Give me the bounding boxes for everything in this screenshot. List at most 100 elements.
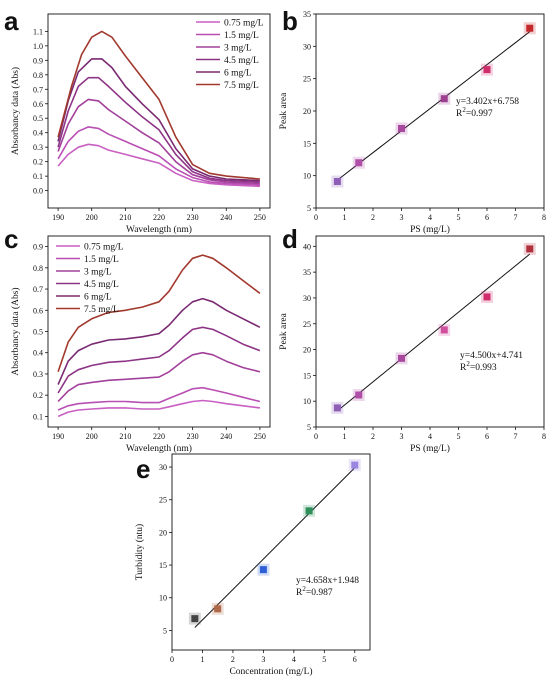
y-tick-label: 25 [303,320,311,329]
x-tick-label: 0 [314,432,318,441]
r-squared-superscript: 2 [462,106,466,114]
y-axis-label: Absorbancy data (Abs) [10,67,21,155]
x-tick-label: 230 [187,432,199,441]
y-tick-label: 0.4 [33,129,43,138]
x-tick-label: 2 [371,432,375,441]
legend: 0.75 mg/L 1.5 mg/L 3 mg/L 4.5 mg/L 6 mg/L 7.5… [196,19,264,91]
plot-frame-c [47,235,271,428]
chart-b: 0 1 2 3 4 5 6 7 8 5 10 15 20 25 30 35 PS (mg/L) Peak area… [279,10,546,235]
x-tick-label: 240 [220,213,232,222]
y-tick-label: 35 [303,10,311,19]
plot-frame-d [315,235,545,428]
y-tick-label: 35 [303,268,311,277]
fit-r-squared: R2=0.997 [456,106,493,119]
x-tick-label: 200 [86,432,98,441]
legend-label: 4.5 mg/L [224,56,259,66]
y-tick-label: 15 [303,371,311,380]
fit-equation: y=4.500x+4.741 [460,351,523,361]
y-tick-label: 25 [303,75,311,84]
data-point [526,245,534,253]
x-tick-label: 1 [343,432,347,441]
y-tick-label: 0.3 [33,370,43,379]
y-tick-label: 20 [303,346,311,355]
y-axis-label: Absorbancy data (Abs) [10,287,21,375]
y-tick-label: 0.2 [33,158,43,167]
fit-r-squared: R2=0.987 [296,585,333,598]
data-point [351,461,359,469]
series-line-4 [57,326,261,394]
x-tick-label: 5 [457,432,461,441]
y-tick-label: 0.9 [33,243,43,252]
y-axis-label: Peak area [279,312,289,349]
x-tick-label: 7 [514,213,518,222]
y-tick-label: 30 [303,294,311,303]
chart-d: 0 1 2 3 4 5 6 7 8 5 10 15 20 25 30 35 40 PS (mg/L) Peak ar… [279,235,546,454]
x-tick-label: 230 [187,213,199,222]
data-point [259,566,267,574]
y-tick-label: 0.6 [33,306,43,315]
data-point [305,507,313,515]
panel-c: c 190 200 210 220 230 240 250 0.1 0.2 0.3 0.4 0.5 0.… [4,224,271,454]
data-point [483,66,491,74]
y-tick-label: 10 [303,397,311,406]
x-tick-label: 3 [400,432,404,441]
x-tick-label: 3 [400,213,404,222]
y-tick-label: 0.1 [33,412,43,421]
y-tick-label: 0.2 [33,391,43,400]
panel-letter-b: b [282,6,298,36]
panel-d: d 0 1 2 3 4 5 6 7 8 5 10 15 20 25 30 35 40 PS (mg/L) Peak … [279,224,546,454]
x-tick-label: 200 [86,213,98,222]
y-tick-label: 30 [303,42,311,51]
series-line-3 [57,98,260,185]
y-tick-label: 0.7 [33,85,43,94]
x-tick-label: 1 [200,655,204,664]
y-tick-label: 0.1 [33,172,43,181]
series-line-4 [57,76,260,183]
x-tick-label: 5 [457,213,461,222]
x-tick-label: 190 [52,432,64,441]
series-line-6 [57,30,260,180]
y-tick-label: 1.0 [33,42,43,51]
x-axis-label: Wavelength (nm) [126,443,192,454]
x-axis-label: PS (mg/L) [410,224,450,235]
r-squared-value: =0.987 [306,588,333,598]
x-axis-label: Wavelength (nm) [126,224,192,235]
chart-e: 0 1 2 3 4 5 6 5 10 15 20 25 30 Concentration (mg/L) Tu… [134,453,371,677]
r-squared-value: =0.993 [470,363,497,373]
chart-a: 190 200 210 220 230 240 250 0.0 0.1 0.2 0.3 0.4 0.5 0… [10,13,271,235]
y-tick-label: 15 [303,139,311,148]
panel-letter-c: c [4,224,18,254]
fit-equation: y=4.658x+1.948 [296,576,359,586]
series-line-1 [57,143,260,188]
series-line-2 [57,126,260,186]
x-tick-label: 3 [261,655,265,664]
y-tick-label: 0.6 [33,100,43,109]
chart-c: 190 200 210 220 230 240 250 0.1 0.2 0.3 0.4 0.5 0.6 0… [10,235,271,454]
y-tick-label: 10 [303,172,311,181]
y-tick-label: 0.4 [33,349,43,358]
x-tick-label: 6 [353,655,357,664]
x-tick-label: 0 [170,655,174,664]
series-line-5 [57,58,260,182]
series-line-3 [57,351,261,403]
data-point [398,124,405,132]
x-tick-label: 240 [220,432,232,441]
x-axis-label: Concentration (mg/L) [229,666,312,677]
legend-label: 7.5 mg/L [224,81,259,91]
x-tick-label: 250 [254,213,266,222]
y-tick-label: 5 [307,204,311,213]
y-tick-label: 0.8 [33,71,43,80]
y-tick-label: 0.8 [33,264,43,273]
data-point [355,391,363,399]
x-tick-label: 0 [314,213,318,222]
y-tick-label: 1.1 [33,27,43,36]
series-line-6 [57,254,261,373]
y-tick-label: 40 [303,242,311,251]
x-tick-label: 210 [119,432,131,441]
y-tick-label: 20 [159,528,167,537]
r-squared-label: R [456,109,463,119]
data-point [214,605,222,613]
x-tick-label: 6 [485,432,489,441]
x-tick-label: 8 [542,213,546,222]
